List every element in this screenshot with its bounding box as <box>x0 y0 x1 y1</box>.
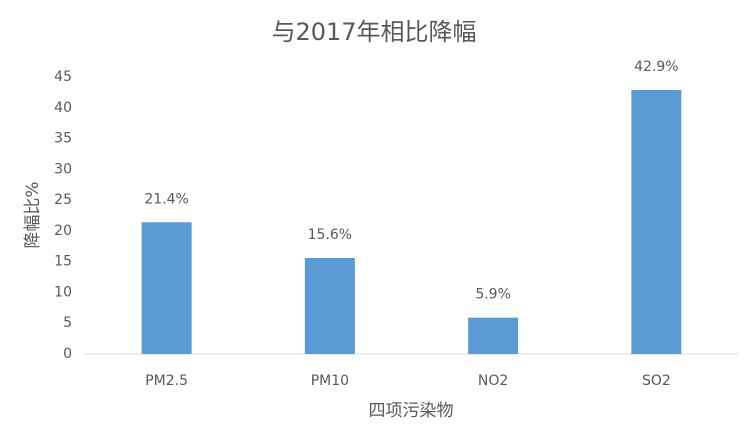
value-label: 15.6% <box>308 227 352 243</box>
x-tick-label: NO2 <box>478 373 508 389</box>
x-axis-title: 四项污染物 <box>369 401 454 421</box>
x-tick-label: SO2 <box>642 373 671 389</box>
value-label: 21.4% <box>144 191 188 207</box>
y-tick-label: 40 <box>54 100 72 116</box>
y-tick-label: 5 <box>63 315 72 331</box>
y-tick-label: 45 <box>54 69 72 85</box>
bar <box>304 257 355 354</box>
chart-title: 与2017年相比降幅 <box>271 18 476 46</box>
value-label: 5.9% <box>475 287 511 303</box>
y-tick-label: 30 <box>54 161 72 177</box>
y-tick-label: 15 <box>54 254 72 270</box>
x-tick-label: PM2.5 <box>145 373 188 389</box>
y-tick-label: 35 <box>54 131 72 147</box>
x-tick-label: PM10 <box>311 373 349 389</box>
y-axis-title: 降幅比% <box>23 181 43 248</box>
bar <box>631 89 682 354</box>
y-tick-label: 20 <box>54 223 72 239</box>
y-tick-label: 25 <box>54 192 72 208</box>
bar <box>141 222 192 354</box>
y-tick-label: 0 <box>63 346 72 362</box>
value-label: 42.9% <box>634 59 678 75</box>
bar <box>468 317 519 354</box>
y-tick-label: 10 <box>54 284 72 300</box>
